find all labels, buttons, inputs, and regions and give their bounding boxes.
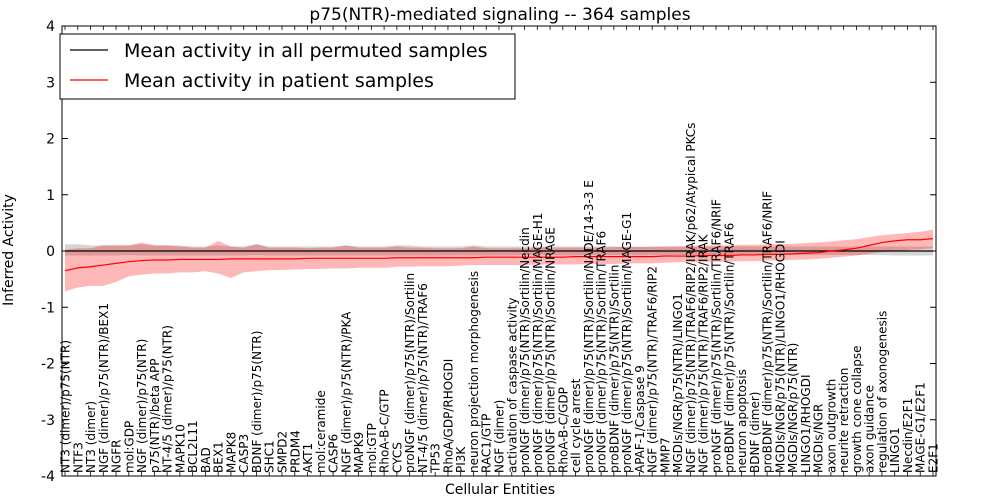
y-tick-label: 3 xyxy=(46,75,55,91)
series-lines xyxy=(64,238,934,272)
x-tick-label: PRDM4 xyxy=(288,430,302,473)
y-tick-label: 0 xyxy=(46,244,55,260)
x-tick-label: NT3 (dimer)/p75(NTR) xyxy=(59,340,73,473)
x-tick-label: proNGF (dimer)/p75(NTR)/Sortilin xyxy=(403,273,417,473)
x-tick-label: proBDNF (dimer)/p75(NTR)/Sortilin/TRAF6 xyxy=(722,223,736,473)
x-tick-label: Necdin/E2F1 xyxy=(901,398,915,473)
x-tick-label: BAD xyxy=(199,447,213,473)
x-tick-label: proNGF (dimer)/p75(NTR)/Sortilin/NRAGE xyxy=(544,227,558,473)
x-tick-label: NGF (dimer)/p75(NTR) xyxy=(135,339,149,473)
chart-title: p75(NTR)-mediated signaling -- 364 sampl… xyxy=(309,5,690,25)
series-line-1 xyxy=(64,238,934,272)
x-tick-label: NGF (dimer)/p75(NTR)/TRAF6/RIP2 xyxy=(646,266,660,473)
x-tick-label: MGDIs/NGR/p75(NTR)/LINGO1 xyxy=(671,293,685,473)
x-tick-label: proNGF (dimer)/p75(NTR)/Sortilin/NADE/14… xyxy=(582,180,596,473)
band-series-1 xyxy=(65,229,933,292)
x-tick-label: NT-4/5 (dimer)/p75(NTR) xyxy=(161,325,175,473)
y-tick-label: -4 xyxy=(41,469,55,485)
x-tick-label: proNGF (dimer)/p75(NTR)/Sortilin/MAGE-G1 xyxy=(620,212,634,473)
x-tick-label: MAGE-G1/E2F1 xyxy=(914,382,928,473)
x-tick-label: CASP3 xyxy=(237,434,251,473)
x-tick-label: SMPD2 xyxy=(276,431,290,473)
x-tick-label: axon outgrowth xyxy=(824,379,838,473)
x-tick-label: TP53 xyxy=(429,443,443,474)
x-tick-label: BCL2L11 xyxy=(186,420,200,473)
x-tick-label: mol:ceramide xyxy=(314,390,328,473)
x-tick-label: proNGF (dimer)/p75(NTR)/Sortilin/MAGE-H1 xyxy=(531,213,545,473)
x-tick-label: NGF (dimer)/p75(NTR)/TRAF6/RIP2/IRAK/p62… xyxy=(684,123,698,473)
x-tick-label: cell cycle arrest xyxy=(569,378,583,473)
x-tick-label: NT3 (dimer) xyxy=(84,401,98,473)
x-tick-label: neurite retraction xyxy=(837,368,851,473)
x-tick-label: MAPK10 xyxy=(173,424,187,473)
x-tick-label: MGDIs/NGR/p75(NTR) xyxy=(786,343,800,473)
x-tick-label: MGDIs/NGR/p75(NTR)/LINGO1/RHOGDI xyxy=(773,240,787,473)
x-axis-label: Cellular Entities xyxy=(445,482,555,498)
y-tick-label: -3 xyxy=(41,413,55,429)
x-tick-label: proNGF (dimer)/p75(NTR)/Sortilin/TRAF6/N… xyxy=(710,199,724,473)
x-tick-label: proNGF (dimer)/p75(NTR)/Sortilin/Necdin xyxy=(518,227,532,473)
x-tick-label: NGFR xyxy=(110,439,124,473)
x-tick-label: PI3K xyxy=(454,446,468,473)
x-tick-label: APAF-1/Caspase 9 xyxy=(633,365,647,473)
x-tick-label: LINGO1 xyxy=(888,427,902,473)
confidence-bands xyxy=(65,229,933,292)
x-tick-label: RhoA-B-C/GDP xyxy=(556,387,570,473)
legend: Mean activity in all permuted samples Me… xyxy=(59,33,516,100)
x-tick-label: LINGO1/RHOGDI xyxy=(799,374,813,473)
y-axis-label: Inferred Activity xyxy=(1,194,17,306)
x-tick-label: neuron projection morphogenesis xyxy=(467,271,481,473)
x-tick-label: BDNF (dimer) xyxy=(748,392,762,474)
x-tick-label: CYCS xyxy=(390,442,404,473)
x-tick-label: BDNF (dimer)/p75(NTR) xyxy=(250,331,264,473)
x-tick-label: E2F1 xyxy=(927,443,941,473)
x-tick-label: SHC1 xyxy=(263,440,277,473)
y-tick-label: 1 xyxy=(46,188,55,204)
x-tick-label: neuron apoptosis xyxy=(735,369,749,473)
legend-label-permuted: Mean activity in all permuted samples xyxy=(124,40,487,62)
y-tick-label: 2 xyxy=(46,132,55,148)
x-tick-label: MAPK8 xyxy=(224,432,238,473)
x-tick-label: proBDNF (dimer)/p75(NTR)/Sortilin xyxy=(607,265,621,473)
y-axis: -4 -3 -2 -1 0 1 2 3 4 xyxy=(41,19,936,485)
x-tick-label: activation of caspase activity xyxy=(505,298,519,473)
legend-label-patient: Mean activity in patient samples xyxy=(124,70,434,92)
x-tick-label: NTF3 xyxy=(71,442,85,473)
x-tick-label: proNGF (dimer)/p75(NTR)/Sortilin/TRAF6 xyxy=(595,231,609,473)
x-tick-label: proBDNF (dimer)/p75(NTR)/Sortilin/TRAF6/… xyxy=(761,191,775,473)
x-tick-label: RhoA-B-C/GTP xyxy=(378,389,392,473)
x-tick-label: NGF (dimer)/p75(NTR)/BEX1 xyxy=(97,303,111,473)
x-tick-label: p75(NTR)/beta APP xyxy=(148,359,162,474)
legend-box xyxy=(59,33,516,100)
y-tick-label: -1 xyxy=(41,300,55,316)
x-tick-label: NGF (dimer)/p75(NTR)/TRAF6/RIP2/IRAK xyxy=(697,233,711,473)
x-tick-label: RAC1/GTP xyxy=(480,414,494,473)
x-tick-label: MAPK9 xyxy=(352,432,366,473)
x-tick-label: MMP7 xyxy=(658,437,672,473)
x-tick-label: CASP6 xyxy=(327,434,341,473)
x-tick-label: RhoA/GDP/RHOGDI xyxy=(441,359,455,473)
x-tick-label: growth cone collapse xyxy=(850,345,864,473)
x-tick-label: mol:GDP xyxy=(122,421,136,473)
x-tick-label: NGF (dimer) xyxy=(493,400,507,473)
x-tick-label: NGF (dimer)/p75(NTR)/PKA xyxy=(339,311,353,473)
x-tick-label: AKT1 xyxy=(301,443,315,473)
x-tick-label: axon guidance xyxy=(863,385,877,473)
band-series-0 xyxy=(65,244,933,256)
x-tick-label: NT-4/5 (dimer)/p75(NTR)/TRAF6 xyxy=(416,283,430,473)
x-tick-label: mol:GTP xyxy=(365,423,379,473)
y-tick-label: 4 xyxy=(46,19,55,35)
x-tick-label: BEX1 xyxy=(212,441,226,473)
x-tick-label: MGDIs/NGR xyxy=(812,404,826,473)
x-tick-label: regulation of axonogenesis xyxy=(875,311,889,473)
y-tick-label: -2 xyxy=(41,357,55,373)
